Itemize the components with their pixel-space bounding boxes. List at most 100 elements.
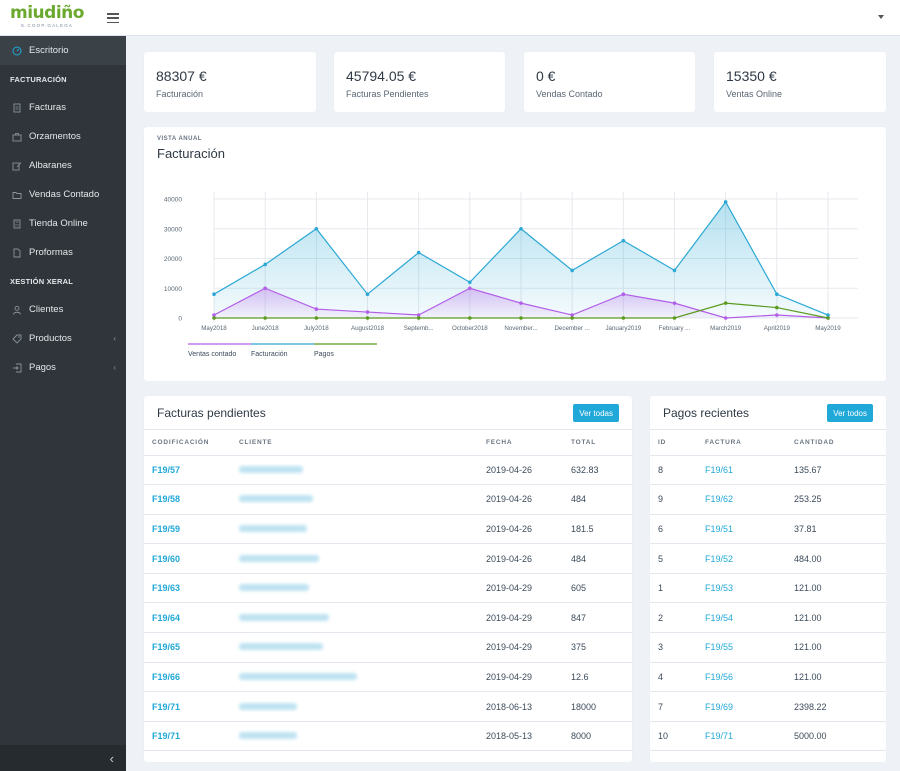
user-icon bbox=[12, 305, 22, 315]
legend-label: Facturación bbox=[251, 351, 288, 358]
payment-invoice-link[interactable]: F19/52 bbox=[705, 543, 794, 574]
invoice-code-link[interactable]: F19/57 bbox=[144, 455, 239, 486]
payment-invoice-link[interactable]: F19/55 bbox=[705, 632, 794, 663]
table-row[interactable]: F19/57 2019-04-26 632.83 bbox=[144, 455, 632, 486]
table-row[interactable]: 10 F19/71 5000.00 bbox=[650, 721, 886, 752]
sidebar-minimize-button[interactable]: ‹ bbox=[0, 745, 126, 771]
sidebar-item-label: Clientes bbox=[29, 304, 64, 315]
payment-invoice-link[interactable]: F19/51 bbox=[705, 514, 794, 545]
x-tick-label: December ... bbox=[554, 325, 590, 332]
payment-invoice-link[interactable]: F19/54 bbox=[705, 602, 794, 634]
data-point bbox=[519, 301, 523, 305]
sidebar-item-label: Productos bbox=[29, 333, 72, 344]
invoice-code-link[interactable]: F19/66 bbox=[144, 662, 239, 693]
invoice-date: 2019-04-29 bbox=[486, 602, 571, 634]
tag-icon bbox=[12, 334, 22, 344]
sidebar-item-albaranes[interactable]: Albaranes bbox=[0, 151, 126, 180]
x-tick-label: May2019 bbox=[815, 325, 841, 332]
view-all-payments-button[interactable]: Ver todos bbox=[827, 404, 873, 422]
sidebar-item-orzamentos[interactable]: Orzamentos bbox=[0, 122, 126, 151]
card-header: Facturas pendientes Ver todas bbox=[144, 396, 632, 430]
data-point bbox=[263, 262, 267, 267]
payment-invoice-link[interactable]: F19/69 bbox=[705, 691, 794, 722]
payment-invoice-link[interactable]: F19/71 bbox=[705, 721, 794, 752]
sidebar-item-proformas[interactable]: Proformas bbox=[0, 238, 126, 267]
payment-invoice-link[interactable]: F19/53 bbox=[705, 573, 794, 604]
invoice-code-link[interactable]: F19/64 bbox=[144, 602, 239, 634]
x-tick-label: May2018 bbox=[201, 325, 227, 332]
sidebar-section-title: FACTURACIÓN bbox=[10, 74, 67, 84]
data-point bbox=[314, 226, 319, 231]
table-row[interactable]: F19/60 2019-04-26 484 bbox=[144, 543, 632, 574]
invoice-code-link[interactable]: F19/58 bbox=[144, 484, 239, 515]
data-point bbox=[723, 316, 728, 320]
payment-invoice-link[interactable]: F19/56 bbox=[705, 662, 794, 693]
y-tick-label: 20000 bbox=[164, 256, 182, 263]
data-point bbox=[775, 292, 779, 296]
sidebar-item-productos[interactable]: Productos ‹ bbox=[0, 324, 126, 353]
invoice-code-link[interactable]: F19/59 bbox=[144, 514, 239, 545]
table-row[interactable]: 7 F19/69 2398.22 bbox=[650, 691, 886, 722]
card-title: Pagos recientes bbox=[663, 406, 750, 420]
payment-amount: 37.81 bbox=[794, 514, 886, 545]
sidebar-item-escritorio[interactable]: Escritorio bbox=[0, 36, 126, 65]
table-row[interactable]: F19/64 2019-04-29 847 bbox=[144, 602, 632, 634]
payment-amount: 2398.22 bbox=[794, 691, 886, 722]
table-row[interactable]: F19/71 2018-05-13 8000 bbox=[144, 721, 632, 752]
table-row[interactable]: F19/58 2019-04-26 484 bbox=[144, 484, 632, 515]
invoice-total: 605 bbox=[571, 573, 632, 604]
payment-invoice-link[interactable]: F19/61 bbox=[705, 455, 794, 486]
sidebar-item-clientes[interactable]: Clientes bbox=[0, 295, 126, 324]
invoice-code-link[interactable]: F19/65 bbox=[144, 632, 239, 663]
table-row[interactable]: 4 F19/56 121.00 bbox=[650, 662, 886, 693]
table-header-row: CODIFICACIÓN CLIENTE FECHA TOTAL bbox=[144, 430, 632, 456]
data-point bbox=[365, 310, 370, 314]
table-row[interactable]: 6 F19/51 37.81 bbox=[650, 514, 886, 545]
table-row[interactable]: 5 F19/52 484.00 bbox=[650, 543, 886, 574]
sidebar-item-facturas[interactable]: Facturas bbox=[0, 93, 126, 122]
invoice-code-link[interactable]: F19/63 bbox=[144, 573, 239, 604]
data-point bbox=[826, 313, 830, 317]
payment-id: 2 bbox=[650, 602, 705, 634]
user-menu-caret-icon[interactable] bbox=[878, 15, 884, 19]
edit-icon bbox=[12, 161, 22, 171]
invoice-code-link[interactable]: F19/71 bbox=[144, 691, 239, 722]
table-row[interactable]: F19/65 2019-04-29 375 bbox=[144, 632, 632, 663]
client-name-redacted bbox=[239, 514, 486, 545]
sidebar-item-pagos[interactable]: Pagos ‹ bbox=[0, 353, 126, 382]
table-row[interactable]: 9 F19/62 253.25 bbox=[650, 484, 886, 515]
data-point bbox=[723, 301, 728, 305]
invoice-date: 2019-04-26 bbox=[486, 455, 571, 486]
invoice-date: 2018-06-13 bbox=[486, 691, 571, 722]
invoice-code-link[interactable]: F19/60 bbox=[144, 543, 239, 574]
payment-amount: 121.00 bbox=[794, 632, 886, 663]
table-row[interactable]: 1 F19/53 121.00 bbox=[650, 573, 886, 604]
y-tick-label: 30000 bbox=[164, 226, 182, 233]
table-row[interactable]: F19/59 2019-04-26 181.5 bbox=[144, 514, 632, 545]
column-header: CANTIDAD bbox=[794, 430, 886, 456]
invoice-date: 2018-05-13 bbox=[486, 721, 571, 752]
invoice-code-link[interactable]: F19/71 bbox=[144, 721, 239, 752]
logo[interactable]: miudiño S.COOP.GALEGA bbox=[10, 4, 84, 28]
sidebar-item-tienda-online[interactable]: Tienda Online bbox=[0, 209, 126, 238]
payment-id: 9 bbox=[650, 484, 705, 515]
payment-amount: 253.25 bbox=[794, 484, 886, 515]
view-all-invoices-button[interactable]: Ver todas bbox=[573, 404, 619, 422]
data-point bbox=[468, 316, 472, 320]
stat-card-facturas-pendientes: 45794.05 € Facturas Pendientes bbox=[334, 52, 505, 112]
table-row[interactable]: F19/66 2019-04-29 12.6 bbox=[144, 662, 632, 693]
payment-invoice-link[interactable]: F19/62 bbox=[705, 484, 794, 515]
menu-toggle-icon[interactable] bbox=[107, 13, 119, 24]
invoice-total: 484 bbox=[571, 543, 632, 574]
table-row[interactable]: 8 F19/61 135.67 bbox=[650, 455, 886, 486]
client-name-redacted bbox=[239, 602, 486, 634]
logo-subtitle: S.COOP.GALEGA bbox=[20, 23, 74, 28]
x-tick-label: June2018 bbox=[252, 325, 280, 332]
data-point bbox=[621, 316, 626, 320]
sidebar-item-vendas-contado[interactable]: Vendas Contado bbox=[0, 180, 126, 209]
table-row[interactable]: F19/71 2018-06-13 18000 bbox=[144, 691, 632, 722]
table-row[interactable]: 3 F19/55 121.00 bbox=[650, 632, 886, 663]
table-row[interactable]: F19/63 2019-04-29 605 bbox=[144, 573, 632, 604]
table-row[interactable]: 2 F19/54 121.00 bbox=[650, 602, 886, 634]
series-area bbox=[214, 201, 828, 318]
